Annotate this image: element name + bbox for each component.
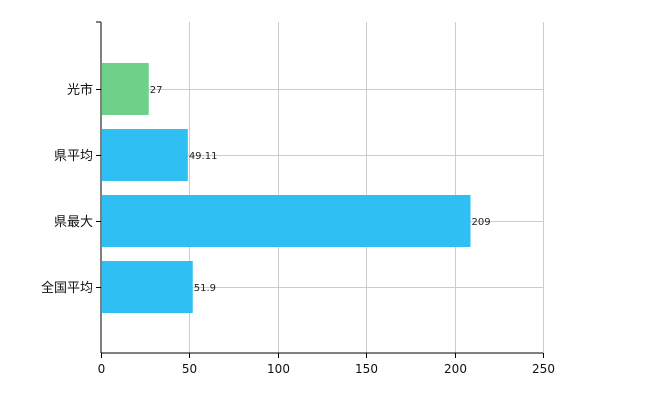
x-tick-label: 250 <box>532 362 555 376</box>
data-label: 27 <box>150 85 163 96</box>
axes <box>100 22 543 354</box>
x-tick-label: 0 <box>98 362 106 376</box>
bar <box>102 195 471 247</box>
bars <box>102 63 471 313</box>
y-tick-label: 県最大 <box>54 215 93 230</box>
y-tick-label: 光市 <box>67 82 93 98</box>
data-label: 49.11 <box>189 151 218 162</box>
x-tick-label: 200 <box>444 362 467 376</box>
data-label: 51.9 <box>194 283 216 294</box>
x-tick-label: 100 <box>267 362 290 376</box>
x-axis-ticks: 0 50 100 150 200 250 <box>96 21 555 376</box>
bar <box>102 129 188 181</box>
x-tick-label: 150 <box>355 362 378 376</box>
data-label: 209 <box>472 217 491 228</box>
data-labels: 27 49.11 209 51.9 <box>150 85 491 294</box>
y-tick-label: 県平均 <box>54 149 93 164</box>
bar <box>102 261 193 313</box>
x-tick-label: 50 <box>182 362 197 376</box>
bar <box>102 63 149 115</box>
y-tick-label: 全国平均 <box>41 280 93 296</box>
